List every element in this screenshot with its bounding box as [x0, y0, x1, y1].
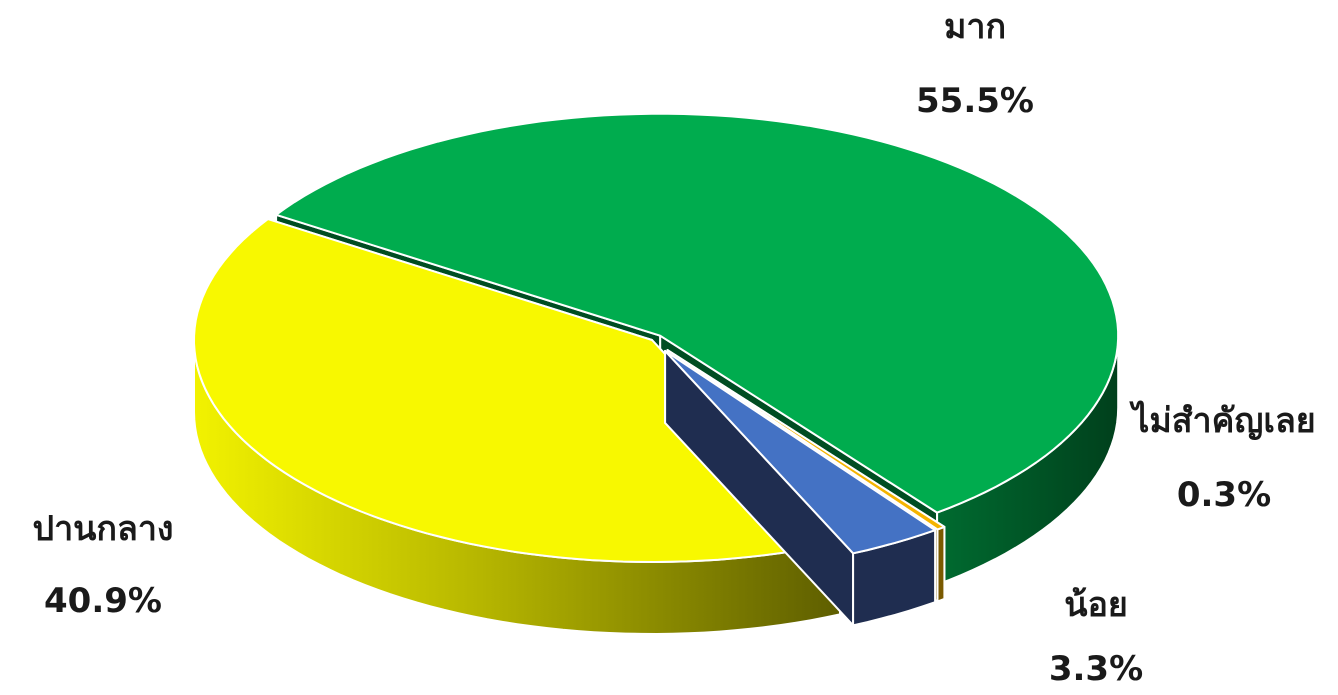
slice-value-mak: 55.5% [916, 81, 1034, 121]
pie-slice-top-mak [275, 112, 1120, 514]
slice-label-mai-samkhan-loei: ไม่สำคัญเลย [1129, 400, 1315, 441]
pie-slice-top-pan-klang [193, 218, 841, 563]
slice-value-noi: 3.3% [1049, 649, 1143, 689]
pie-slice-top-mai-samkhan-loei [666, 349, 946, 531]
labels-layer: มาก 55.5% ไม่สำคัญเลย 0.3% น้อย 3.3% ปาน… [32, 7, 1315, 689]
slice-value-pan-klang: 40.9% [44, 581, 162, 621]
pie-slice-noi [664, 349, 937, 627]
pie-slice-top-noi [664, 349, 937, 555]
slice-label-pan-klang: ปานกลาง [32, 509, 173, 549]
slice-label-noi: น้อย [1064, 585, 1128, 625]
slices-layer [193, 112, 1120, 635]
slice-label-mak: มาก [944, 7, 1006, 47]
slice-value-mai-samkhan-loei: 0.3% [1177, 475, 1271, 515]
pie-slice-side-mai-samkhan-loei [936, 525, 946, 603]
